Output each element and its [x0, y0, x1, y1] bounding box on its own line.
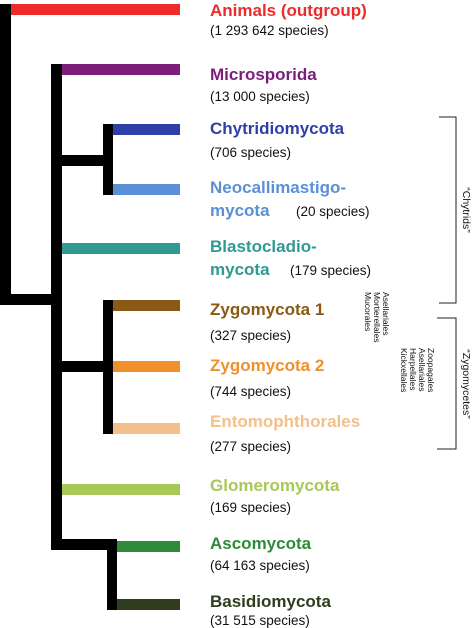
terminal-branches: [8, 4, 180, 610]
chytrid-stem: [62, 155, 108, 166]
count-ascomycota: (64 163 species): [210, 558, 310, 573]
count-entomophthorales: (277 species): [210, 439, 291, 454]
bracket-zygomycetes: [437, 317, 457, 450]
label-blastocladio-line1: Blastocladio-: [210, 237, 317, 256]
branch-entomophthorales: [108, 423, 180, 434]
count-glomeromycota: (169 species): [210, 500, 291, 515]
branch-microsporida: [62, 64, 180, 75]
label-neocallimastigo-line2: mycota: [210, 201, 270, 220]
label-blastocladio-line2: mycota: [210, 260, 270, 279]
order-zygo1-mucorales: Mucorales: [363, 292, 373, 331]
count-zygomycota2: (744 species): [210, 384, 291, 399]
tree-trunk: [0, 4, 117, 610]
order-lists: Mucorales Mortierellales Asellariales Ki…: [363, 292, 436, 392]
root-vertical: [0, 4, 11, 305]
dikarya-stem: [62, 539, 117, 550]
label-microsporida: Microsporida: [210, 65, 317, 84]
count-chytridiomycota: (706 species): [210, 145, 291, 160]
zygo-stem: [62, 361, 108, 372]
label-ascomycota: Ascomycota: [210, 534, 312, 553]
label-neocallimastigo-line1: Neocallimastigo-: [210, 178, 346, 197]
group-label-chytrids: “Chytrids”: [460, 187, 472, 233]
branch-glomeromycota: [62, 484, 180, 495]
order-zygo2-kickxellales: Kickxellales: [399, 348, 409, 392]
label-zygomycota2: Zygomycota 2: [210, 356, 324, 375]
group-labels: “Chytrids” “Zygomycetes”: [460, 187, 472, 419]
group-label-zygomycetes: “Zygomycetes”: [460, 349, 472, 419]
bracket-chytrids: [439, 116, 457, 304]
label-animals: Animals (outgroup): [210, 1, 367, 20]
label-chytridiomycota: Chytridiomycota: [210, 119, 345, 138]
branch-chytridiomycota: [108, 124, 180, 135]
branch-basidiomycota: [112, 599, 180, 610]
label-basidiomycota: Basidiomycota: [210, 592, 331, 611]
label-entomophthorales: Entomophthorales: [210, 412, 360, 431]
group-brackets: [437, 116, 457, 450]
count-basidiomycota: (31 515 species): [210, 613, 310, 628]
branch-blastocladiomycota: [62, 243, 180, 254]
dikarya-vertical: [107, 541, 117, 610]
order-zygo1-mortierellales: Mortierellales: [372, 292, 382, 343]
taxon-labels: Animals (outgroup) (1 293 642 species) M…: [210, 1, 371, 628]
order-zygo2-zoopagales: Zoopagales: [426, 348, 436, 392]
root-to-fungi: [0, 294, 62, 305]
order-zygo1-asellariales: Asellariales: [381, 292, 391, 335]
fungi-vertical: [51, 64, 62, 550]
count-blastocladiomycota: (179 species): [290, 263, 371, 278]
branch-animals: [8, 4, 180, 15]
order-zygo2-harpellales: Harpellales: [408, 348, 418, 391]
label-glomeromycota: Glomeromycota: [210, 476, 340, 495]
count-microsporida: (13 000 species): [210, 89, 310, 104]
branch-zygomycota2: [108, 361, 180, 372]
count-animals: (1 293 642 species): [210, 23, 329, 38]
count-zygomycota1: (327 species): [210, 328, 291, 343]
branch-zygomycota1: [108, 300, 180, 311]
branch-neocallimastigomycota: [108, 184, 180, 195]
label-zygomycota1: Zygomycota 1: [210, 300, 324, 319]
count-neocallimastigomycota: (20 species): [296, 204, 370, 219]
branch-ascomycota: [112, 541, 180, 552]
order-zygo2-asellariales: Asellariales: [417, 348, 427, 391]
